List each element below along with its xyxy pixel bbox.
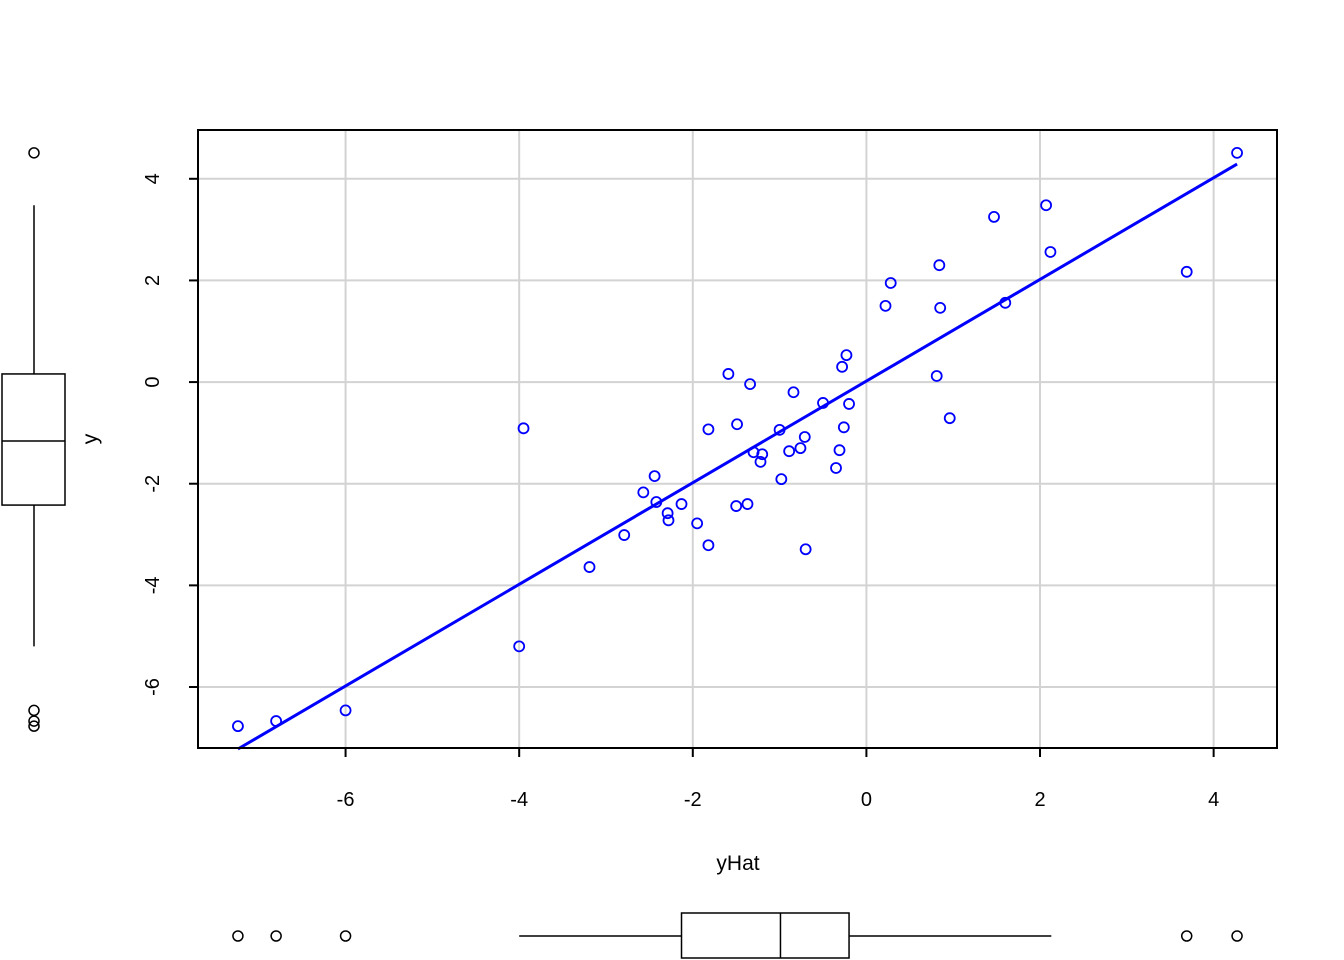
data-point xyxy=(830,462,842,474)
data-point xyxy=(741,498,754,510)
data-point xyxy=(583,561,596,573)
outlier-point xyxy=(232,930,244,942)
data-point xyxy=(339,704,352,717)
y-tick-label: -4 xyxy=(142,576,164,594)
data-point xyxy=(884,277,897,289)
data-point xyxy=(513,640,526,653)
data-point xyxy=(662,514,675,527)
data-point xyxy=(675,498,688,510)
data-point xyxy=(794,442,807,455)
outlier-point xyxy=(28,704,40,717)
box xyxy=(1,373,66,506)
data-point xyxy=(730,500,743,512)
data-point xyxy=(517,422,530,435)
yhat-marginal-boxplot xyxy=(232,912,1243,959)
x-tick-label: 4 xyxy=(1208,789,1219,811)
outlier-point xyxy=(1180,930,1193,942)
data-point xyxy=(731,418,743,431)
data-point xyxy=(1044,246,1057,258)
data-point xyxy=(843,398,855,410)
y-tick-label: -6 xyxy=(142,678,164,696)
data-point xyxy=(798,431,811,443)
data-point xyxy=(1180,265,1193,278)
data-point xyxy=(637,486,650,499)
data-point xyxy=(833,444,846,457)
data-point xyxy=(775,473,788,486)
data-point xyxy=(754,455,767,468)
data-point xyxy=(691,517,704,530)
x-tick-label: 2 xyxy=(1034,789,1045,811)
outlier-point xyxy=(270,930,282,942)
y-axis-label: y xyxy=(79,433,102,444)
data-point xyxy=(702,539,715,552)
y-tick-label: 4 xyxy=(142,173,164,184)
outlier-point xyxy=(1231,930,1243,942)
y-tick-label: 2 xyxy=(142,275,164,286)
y-marginal-boxplot xyxy=(1,147,66,732)
points xyxy=(232,146,1243,733)
data-point xyxy=(930,370,943,382)
x-tick-label: -4 xyxy=(510,789,528,811)
plot-frame xyxy=(197,129,1278,749)
fit-line xyxy=(237,162,1238,751)
data-point xyxy=(943,412,956,425)
data-point xyxy=(722,368,735,380)
x-tick-label: -2 xyxy=(684,789,702,811)
outlier-point xyxy=(28,147,40,159)
box xyxy=(680,912,850,959)
outlier-point xyxy=(28,720,40,732)
data-point xyxy=(837,421,850,434)
data-point xyxy=(661,507,674,520)
data-point xyxy=(836,360,849,373)
outlier-point xyxy=(28,715,40,727)
y-tick-label: 0 xyxy=(142,377,164,388)
x-axis-label: yHat xyxy=(716,852,759,875)
grid xyxy=(198,130,1277,748)
y-axis: -6 -4 -2 0 2 4 xyxy=(142,173,198,696)
outlier-point xyxy=(339,930,352,942)
data-point xyxy=(1231,146,1243,159)
x-tick-label: -6 xyxy=(337,789,355,811)
data-point xyxy=(618,529,631,541)
data-point xyxy=(879,299,892,312)
data-point xyxy=(840,349,853,362)
data-point xyxy=(648,470,661,483)
data-point xyxy=(232,720,244,733)
data-point xyxy=(744,378,756,391)
data-point xyxy=(702,423,715,436)
y-tick-label: -2 xyxy=(142,475,164,493)
data-point xyxy=(787,386,800,399)
data-point xyxy=(799,543,812,556)
data-point xyxy=(933,259,946,272)
data-point xyxy=(783,445,796,458)
x-axis: -6 -4 -2 0 2 4 xyxy=(337,748,1219,811)
data-point xyxy=(934,301,947,314)
data-point xyxy=(988,211,1000,223)
data-point xyxy=(756,448,769,461)
data-point xyxy=(1040,199,1052,212)
x-tick-label: 0 xyxy=(861,789,872,811)
